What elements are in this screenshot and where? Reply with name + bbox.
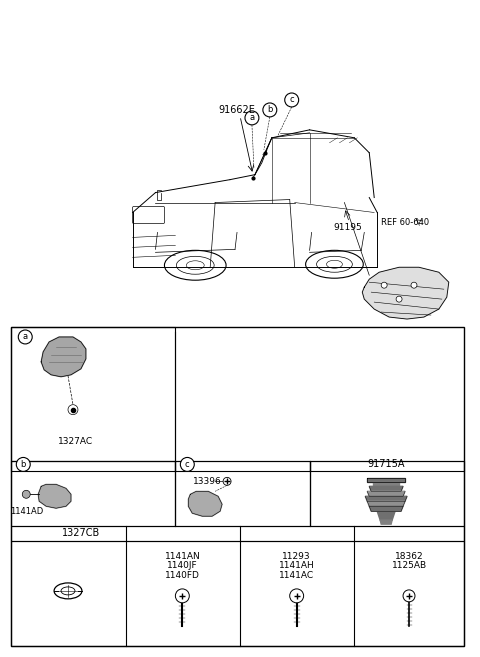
Bar [175, 461, 310, 471]
Text: REF 60-640: REF 60-640 [381, 218, 429, 227]
Text: 1327CB: 1327CB [62, 528, 100, 538]
Circle shape [245, 111, 259, 125]
Polygon shape [373, 482, 399, 486]
Bar [310, 461, 464, 526]
Text: 1141AC: 1141AC [279, 572, 314, 580]
Polygon shape [38, 484, 71, 509]
Polygon shape [380, 520, 392, 524]
Ellipse shape [54, 583, 82, 599]
Text: b: b [21, 460, 26, 469]
Bar [12, 327, 464, 646]
Bar [12, 541, 464, 646]
Circle shape [263, 103, 277, 117]
Bar [310, 461, 464, 471]
Polygon shape [369, 507, 403, 511]
Polygon shape [365, 496, 407, 501]
Polygon shape [188, 491, 222, 516]
Text: c: c [185, 460, 190, 469]
Circle shape [290, 589, 304, 603]
Circle shape [180, 457, 194, 471]
Text: a: a [250, 114, 254, 122]
Circle shape [381, 283, 387, 288]
Text: a: a [23, 332, 28, 342]
Ellipse shape [61, 587, 75, 595]
Text: 1141AN: 1141AN [165, 551, 200, 560]
Circle shape [403, 590, 415, 602]
Text: c: c [289, 95, 294, 104]
Text: 1141AD: 1141AD [10, 507, 43, 516]
Bar [12, 461, 175, 471]
Polygon shape [367, 501, 405, 507]
Circle shape [18, 330, 32, 344]
Text: 1141AH: 1141AH [279, 562, 314, 570]
Polygon shape [367, 478, 405, 482]
Circle shape [411, 283, 417, 288]
Polygon shape [377, 511, 395, 520]
Text: 13396: 13396 [193, 477, 222, 486]
Text: 1327AC: 1327AC [59, 437, 94, 446]
Polygon shape [41, 337, 86, 377]
Circle shape [22, 490, 30, 498]
Circle shape [16, 457, 30, 471]
Text: 1140JF: 1140JF [167, 562, 198, 570]
Circle shape [285, 93, 299, 107]
Text: 18362: 18362 [395, 551, 423, 560]
Polygon shape [362, 267, 449, 319]
Text: 11293: 11293 [282, 551, 311, 560]
Text: 1125AB: 1125AB [392, 562, 427, 570]
Circle shape [396, 296, 402, 302]
Text: b: b [267, 105, 273, 114]
Circle shape [175, 589, 189, 603]
Text: 1140FD: 1140FD [165, 572, 200, 580]
Text: 91662E: 91662E [218, 105, 255, 115]
Bar [12, 461, 175, 526]
Polygon shape [369, 486, 403, 491]
Bar [12, 526, 464, 541]
Polygon shape [367, 491, 405, 496]
Bar [175, 461, 310, 526]
Text: 91715A: 91715A [367, 459, 405, 469]
Bar [12, 327, 175, 461]
Text: 91195: 91195 [333, 223, 362, 232]
Circle shape [223, 478, 231, 486]
